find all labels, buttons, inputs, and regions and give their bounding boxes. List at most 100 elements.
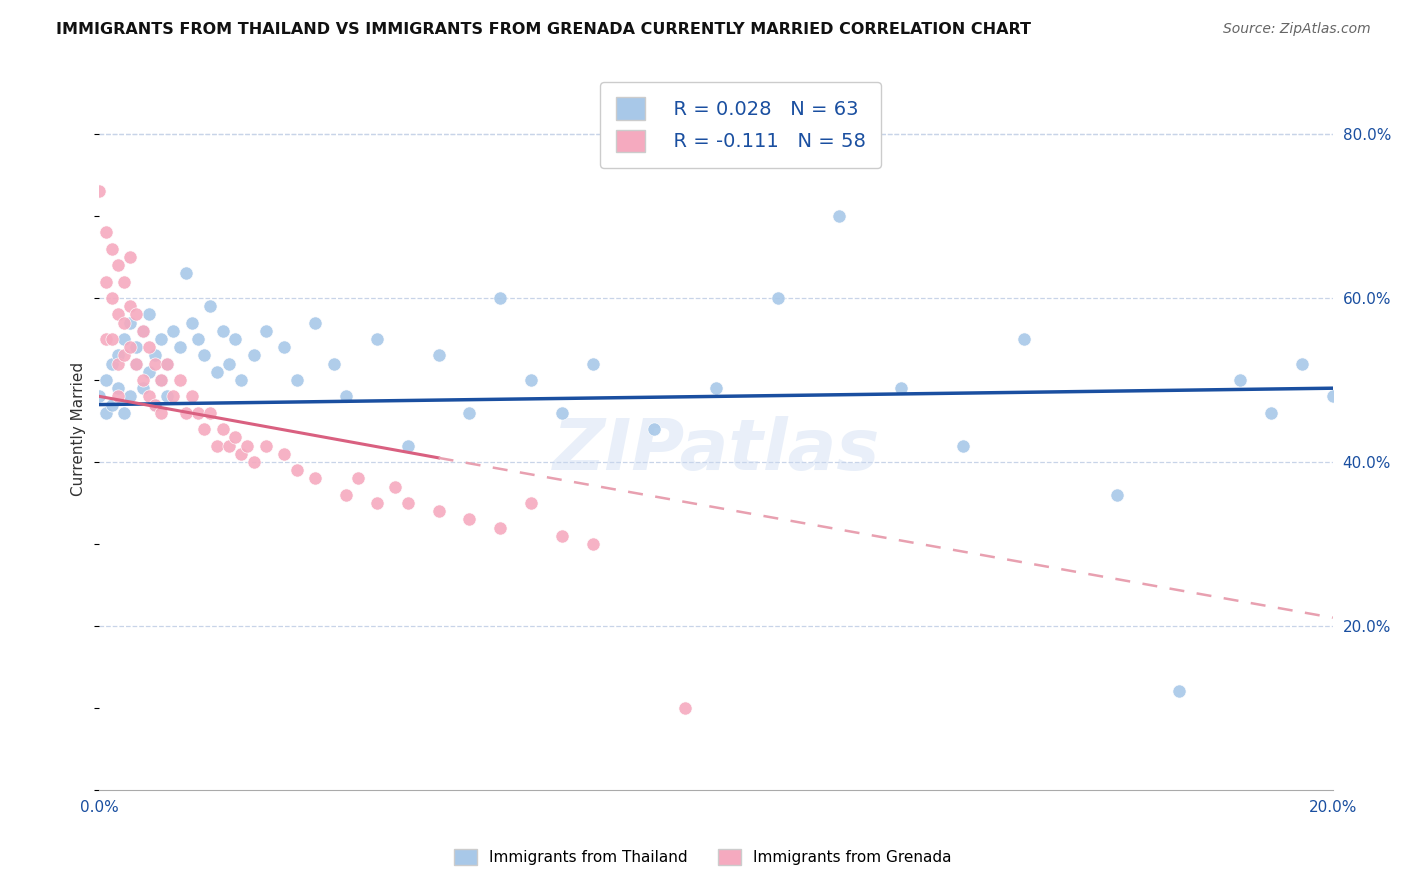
- Point: [193, 422, 215, 436]
- Point: [273, 340, 295, 354]
- Text: IMMIGRANTS FROM THAILAND VS IMMIGRANTS FROM GRENADA CURRENTLY MARRIED CORRELATIO: IMMIGRANTS FROM THAILAND VS IMMIGRANTS F…: [56, 22, 1031, 37]
- Point: [100, 357, 122, 371]
- Point: [125, 357, 148, 371]
- Text: Source: ZipAtlas.com: Source: ZipAtlas.com: [1223, 22, 1371, 37]
- Point: [107, 381, 129, 395]
- Point: [107, 258, 129, 272]
- Point: [107, 348, 129, 362]
- Point: [112, 332, 135, 346]
- Point: [131, 381, 153, 395]
- Point: [174, 406, 197, 420]
- Point: [304, 471, 326, 485]
- Point: [200, 299, 222, 313]
- Point: [150, 373, 173, 387]
- Point: [156, 389, 179, 403]
- Point: [112, 406, 135, 420]
- Point: [138, 307, 160, 321]
- Point: [1291, 357, 1313, 371]
- Point: [120, 389, 142, 403]
- Point: [231, 447, 253, 461]
- Point: [150, 373, 173, 387]
- Point: [1014, 332, 1036, 346]
- Point: [150, 332, 173, 346]
- Point: [347, 471, 370, 485]
- Point: [224, 430, 246, 444]
- Point: [143, 357, 166, 371]
- Point: [322, 357, 344, 371]
- Point: [143, 398, 166, 412]
- Point: [120, 299, 142, 313]
- Point: [458, 512, 481, 526]
- Point: [551, 529, 574, 543]
- Point: [384, 479, 406, 493]
- Point: [169, 373, 191, 387]
- Point: [285, 463, 308, 477]
- Point: [236, 439, 259, 453]
- Point: [112, 348, 135, 362]
- Point: [582, 537, 605, 551]
- Point: [94, 332, 117, 346]
- Point: [107, 307, 129, 321]
- Point: [582, 357, 605, 371]
- Point: [143, 348, 166, 362]
- Point: [285, 373, 308, 387]
- Point: [366, 332, 388, 346]
- Point: [427, 504, 450, 518]
- Point: [120, 250, 142, 264]
- Point: [304, 316, 326, 330]
- Point: [273, 447, 295, 461]
- Point: [150, 406, 173, 420]
- Point: [89, 389, 111, 403]
- Point: [187, 332, 209, 346]
- Point: [100, 291, 122, 305]
- Point: [242, 455, 264, 469]
- Point: [218, 439, 240, 453]
- Point: [89, 185, 111, 199]
- Point: [162, 324, 184, 338]
- Point: [169, 340, 191, 354]
- Point: [120, 340, 142, 354]
- Point: [94, 406, 117, 420]
- Point: [94, 226, 117, 240]
- Point: [131, 373, 153, 387]
- Point: [952, 439, 974, 453]
- Point: [1167, 684, 1189, 698]
- Point: [1229, 373, 1251, 387]
- Y-axis label: Currently Married: Currently Married: [72, 362, 86, 496]
- Point: [704, 381, 727, 395]
- Point: [107, 389, 129, 403]
- Point: [94, 373, 117, 387]
- Point: [335, 389, 357, 403]
- Point: [1105, 488, 1128, 502]
- Point: [643, 422, 665, 436]
- Text: ZIPatlas: ZIPatlas: [553, 417, 880, 485]
- Point: [366, 496, 388, 510]
- Point: [200, 406, 222, 420]
- Point: [335, 488, 357, 502]
- Point: [138, 340, 160, 354]
- Point: [224, 332, 246, 346]
- Point: [162, 389, 184, 403]
- Point: [120, 316, 142, 330]
- Point: [138, 365, 160, 379]
- Point: [131, 324, 153, 338]
- Point: [107, 357, 129, 371]
- Point: [396, 439, 419, 453]
- Point: [1260, 406, 1282, 420]
- Point: [520, 496, 543, 510]
- Point: [205, 439, 228, 453]
- Point: [254, 439, 277, 453]
- Point: [396, 496, 419, 510]
- Point: [211, 422, 233, 436]
- Point: [1322, 389, 1344, 403]
- Point: [131, 324, 153, 338]
- Point: [211, 324, 233, 338]
- Point: [489, 520, 512, 534]
- Point: [187, 406, 209, 420]
- Point: [673, 701, 696, 715]
- Point: [100, 332, 122, 346]
- Point: [828, 209, 851, 223]
- Point: [242, 348, 264, 362]
- Point: [890, 381, 912, 395]
- Point: [125, 307, 148, 321]
